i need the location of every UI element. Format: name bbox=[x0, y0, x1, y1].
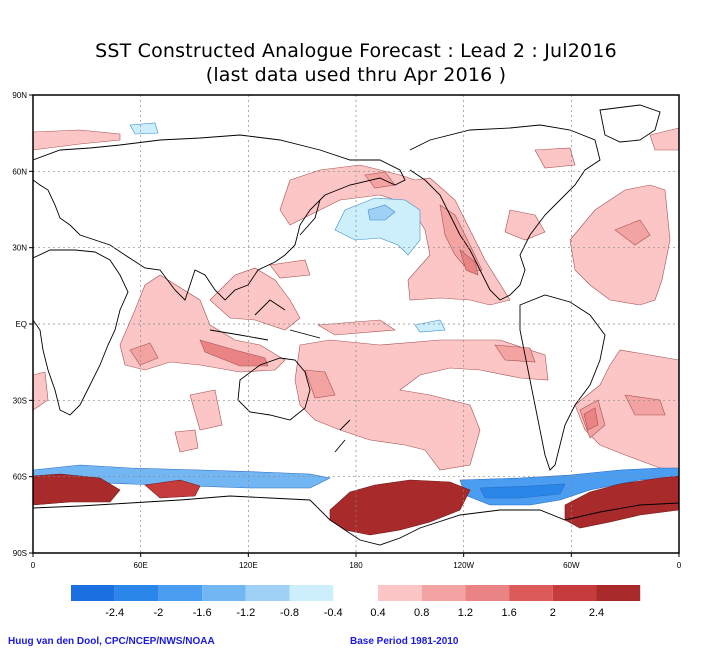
y-tick-label: 90S bbox=[13, 549, 27, 558]
anomaly-positive-region bbox=[209, 267, 301, 331]
anomaly-negative-region bbox=[129, 122, 159, 135]
anomaly-positive-region bbox=[33, 371, 49, 411]
colorbar-label: -1.6 bbox=[193, 607, 212, 619]
anomaly-positive-region bbox=[534, 147, 576, 169]
anomaly-positive-region bbox=[33, 129, 121, 151]
colorbar-swatch bbox=[596, 585, 641, 601]
anomaly-positive-region bbox=[279, 164, 511, 306]
colorbar-swatch bbox=[552, 585, 597, 601]
colorbar-swatch bbox=[114, 585, 159, 601]
colorbar-label: -2 bbox=[154, 607, 164, 619]
anomaly-positive-region bbox=[304, 369, 336, 399]
coastline-south-america bbox=[519, 294, 606, 471]
colorbar-swatch bbox=[289, 585, 334, 601]
coastline-greenland bbox=[599, 104, 661, 143]
colorbar-label: 0.4 bbox=[370, 607, 385, 619]
colorbar-swatch bbox=[202, 585, 246, 601]
colorbar-swatch bbox=[71, 585, 115, 601]
anomaly-positive-region bbox=[459, 249, 479, 276]
anomaly-positive-region bbox=[329, 479, 471, 536]
anomaly-negative-region bbox=[334, 197, 421, 256]
colorbar-swatch bbox=[245, 585, 290, 601]
x-tick-label: 0 bbox=[677, 561, 682, 570]
anomaly-positive-region bbox=[144, 479, 201, 499]
anomaly-negative-region bbox=[367, 204, 396, 221]
anomaly-positive-region bbox=[574, 349, 679, 471]
anomaly-positive-region bbox=[494, 344, 536, 363]
colorbar-label: -2.4 bbox=[105, 607, 124, 619]
coastline-africa bbox=[33, 249, 129, 416]
x-tick-label: 60E bbox=[134, 561, 148, 570]
y-tick-label: EQ bbox=[15, 320, 27, 329]
colorbar-swatch bbox=[421, 585, 466, 601]
colorbar-label: -1.2 bbox=[236, 607, 255, 619]
anomaly-positive-region bbox=[649, 127, 679, 151]
map-gridlines bbox=[33, 95, 679, 553]
x-tick-label: 180 bbox=[349, 561, 363, 570]
figure-subtitle: (last data used thru Apr 2016 ) bbox=[205, 64, 507, 86]
x-tick-label: 120W bbox=[453, 561, 474, 570]
colorbar-label: -0.4 bbox=[324, 607, 343, 619]
anomaly-positive-region bbox=[269, 259, 311, 279]
anomaly-positive-region bbox=[569, 184, 671, 306]
base-period-text: Base Period 1981-2010 bbox=[350, 636, 459, 647]
y-tick-label: 30S bbox=[13, 396, 27, 405]
y-tick-label: 60N bbox=[12, 167, 27, 176]
colorbar-swatch bbox=[465, 585, 510, 601]
colorbar-swatch bbox=[158, 585, 203, 601]
anomaly-positive-region bbox=[317, 319, 396, 336]
coastline-europe-asia bbox=[33, 134, 406, 301]
anomaly-negative-region bbox=[414, 319, 446, 333]
anomaly-positive-region bbox=[33, 473, 121, 506]
anomaly-negative-region bbox=[479, 483, 566, 499]
anomaly-positive-region bbox=[199, 339, 269, 367]
colorbar-label: 2.4 bbox=[589, 607, 604, 619]
anomaly-positive-region bbox=[583, 407, 599, 431]
colorbar-swatch bbox=[378, 585, 422, 601]
x-tick-label: 120E bbox=[239, 561, 258, 570]
y-tick-label: 90N bbox=[12, 91, 27, 100]
axis-ticks: 0 60E 120E 180 120W 60W 0 90N 60N 30N EQ 30S 60S 90S bbox=[12, 91, 681, 570]
colorbar-label: -0.8 bbox=[280, 607, 299, 619]
anomaly-layer bbox=[33, 122, 679, 536]
coastline-antarctica bbox=[33, 495, 679, 546]
y-tick-label: 60S bbox=[13, 473, 27, 482]
y-tick-label: 30N bbox=[12, 244, 27, 253]
x-tick-label: 0 bbox=[31, 561, 36, 570]
anomaly-positive-region bbox=[614, 219, 651, 246]
anomaly-positive-region bbox=[189, 389, 223, 431]
colorbar-label: 2 bbox=[550, 607, 556, 619]
x-tick-label: 60W bbox=[563, 561, 580, 570]
anomaly-positive-region bbox=[119, 274, 286, 373]
credit-text: Huug van den Dool, CPC/NCEP/NWS/NOAA bbox=[8, 636, 215, 647]
coastline-new-zealand bbox=[334, 419, 351, 453]
coastline-indonesia bbox=[209, 299, 321, 341]
colorbar: -2.4 -2 -1.6 -1.2 -0.8 -0.4 0.4 0.8 1.2 1.6 2 2.4 bbox=[71, 585, 641, 619]
figure-title: SST Constructed Analogue Forecast : Lead… bbox=[95, 40, 617, 62]
colorbar-label: 1.6 bbox=[501, 607, 516, 619]
colorbar-label: 1.2 bbox=[458, 607, 473, 619]
colorbar-swatch bbox=[509, 585, 553, 601]
anomaly-positive-region bbox=[564, 475, 679, 529]
coastline-north-america bbox=[409, 124, 601, 301]
anomaly-positive-region bbox=[129, 342, 159, 366]
coastline-japan bbox=[299, 199, 321, 236]
anomaly-positive-region bbox=[504, 209, 546, 241]
anomaly-positive-region bbox=[174, 429, 199, 453]
colorbar-label: 0.8 bbox=[414, 607, 429, 619]
coastlines bbox=[33, 104, 679, 546]
